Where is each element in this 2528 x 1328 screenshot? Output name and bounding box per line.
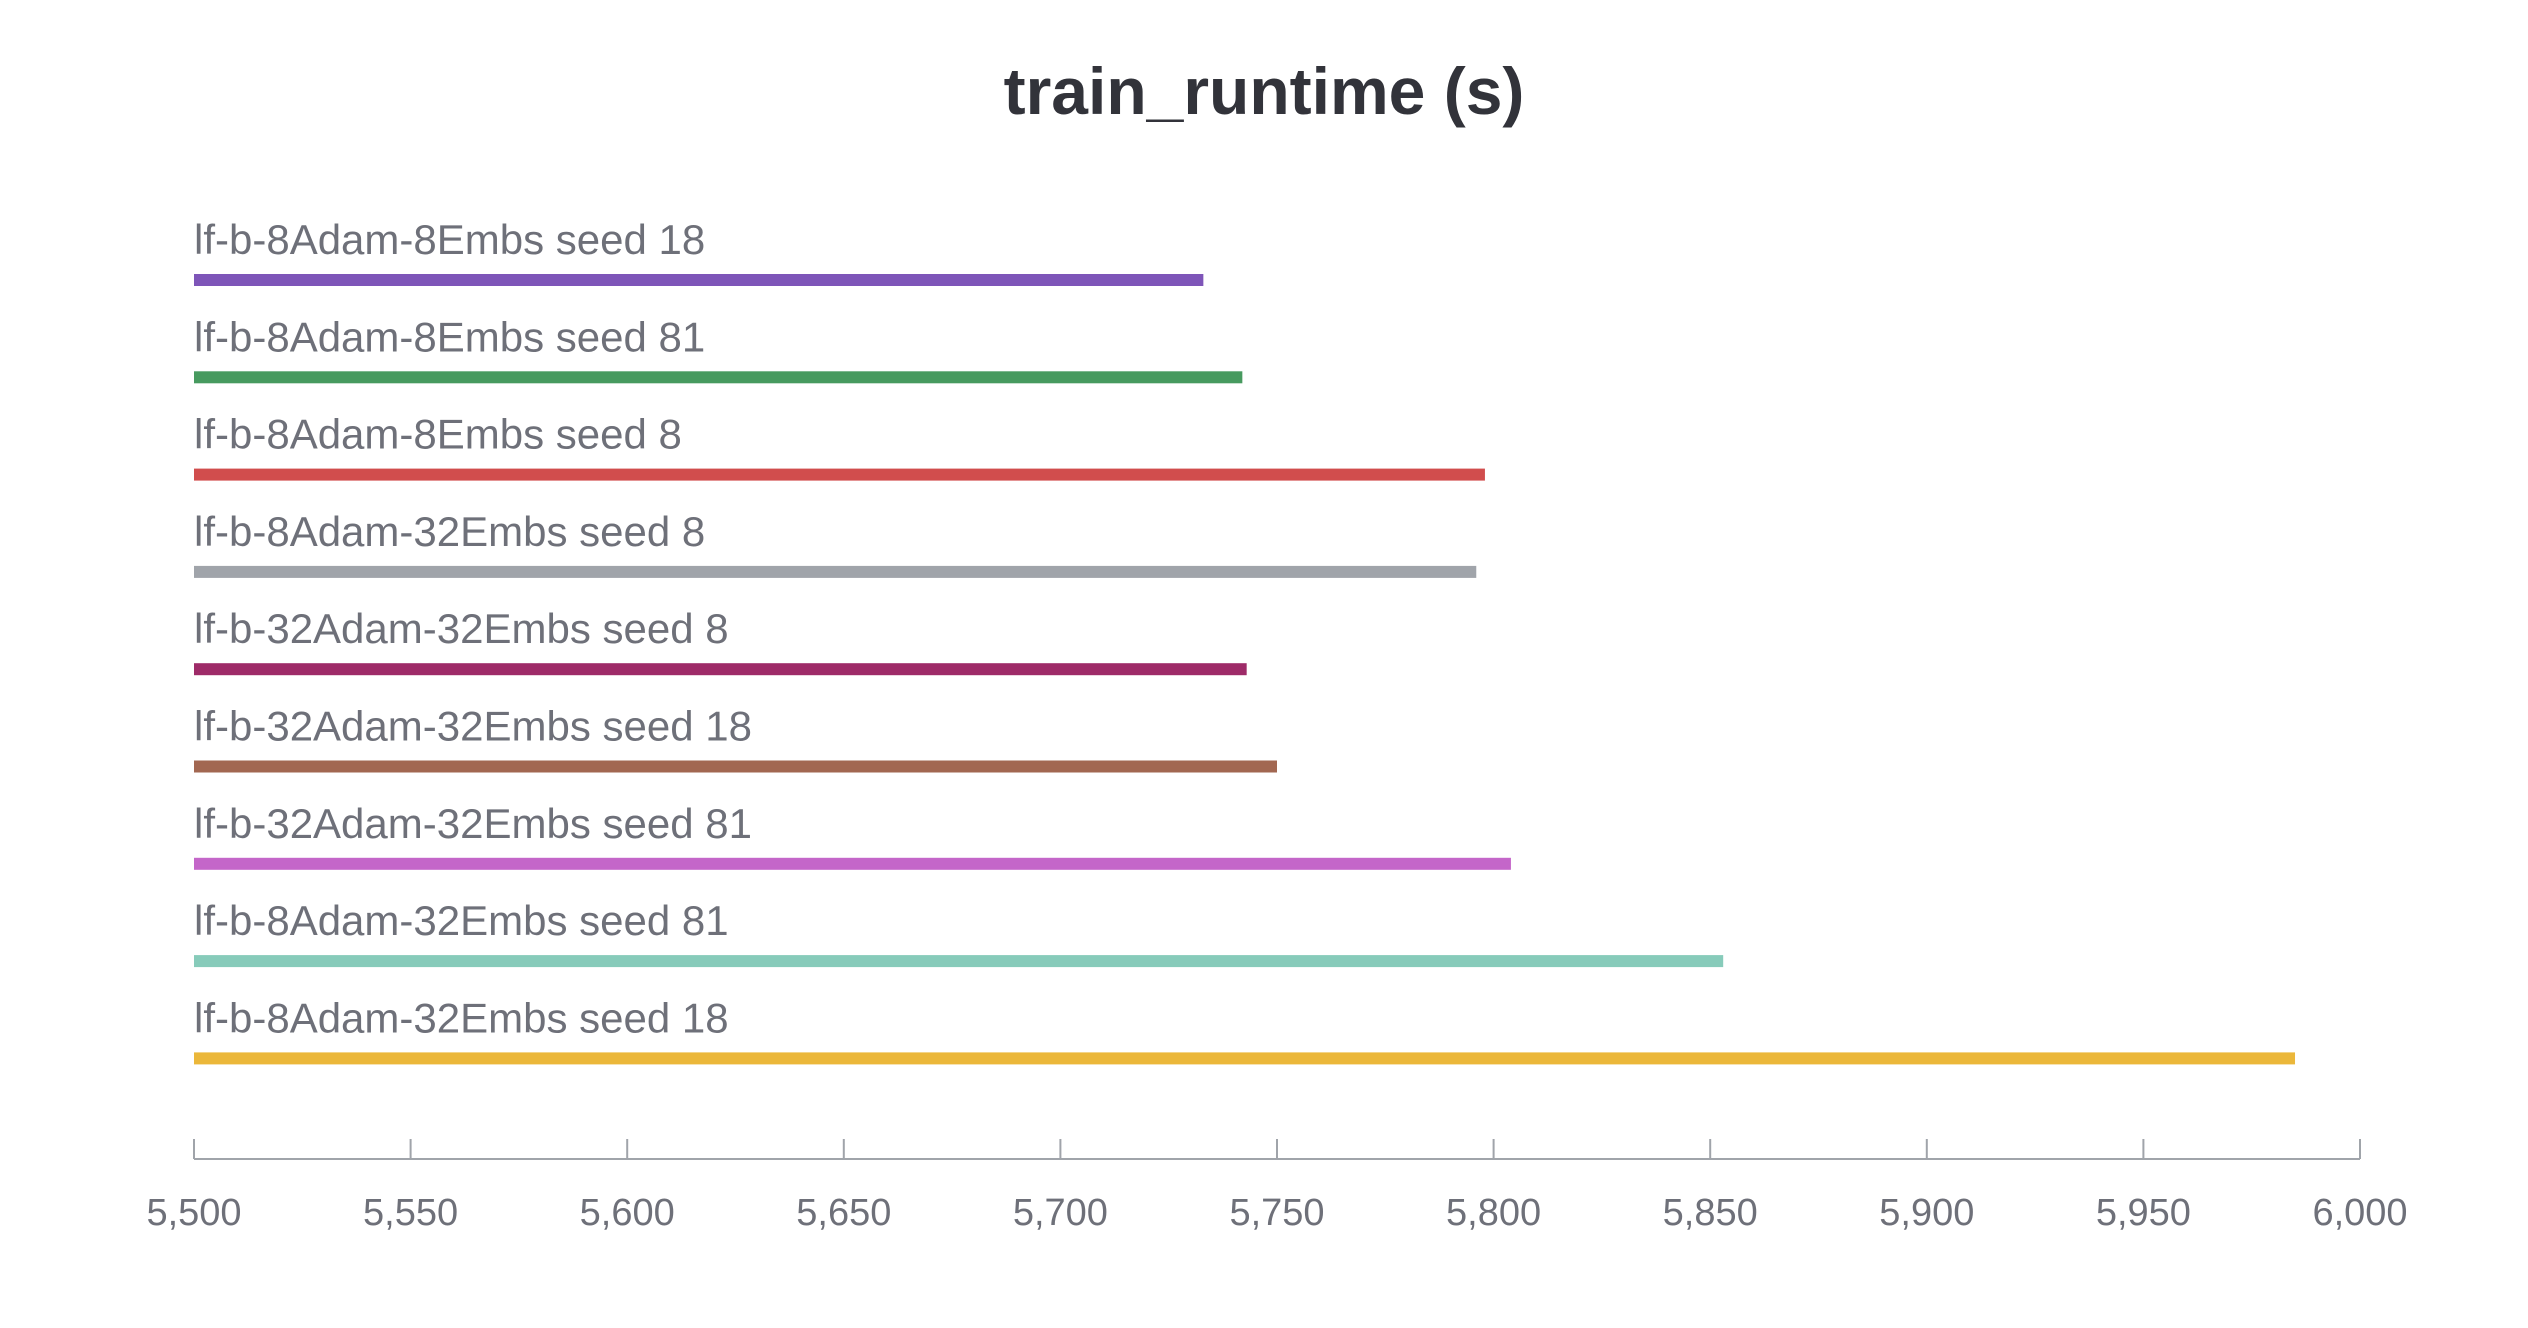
bar-label: lf-b-32Adam-32Embs seed 18 xyxy=(194,703,752,750)
x-tick-label: 5,750 xyxy=(1229,1192,1324,1234)
bar-row: lf-b-8Adam-32Embs seed 81 xyxy=(194,897,1724,968)
x-tick-label: 5,950 xyxy=(2096,1192,2191,1234)
bar-label: lf-b-8Adam-8Embs seed 81 xyxy=(194,313,705,360)
x-tick-label: 5,850 xyxy=(1663,1192,1758,1234)
bar-row: lf-b-8Adam-32Embs seed 18 xyxy=(194,994,2296,1065)
bar-row: lf-b-8Adam-8Embs seed 81 xyxy=(194,313,1243,384)
bars-layer: lf-b-8Adam-8Embs seed 18 lf-b-8Adam-8Embs… xyxy=(194,216,2296,1065)
x-tick-label: 5,700 xyxy=(1013,1192,1108,1234)
x-tick-label: 5,550 xyxy=(363,1192,458,1234)
x-tick-label: 5,800 xyxy=(1446,1192,1541,1234)
bar-row: lf-b-8Adam-8Embs seed 8 xyxy=(194,411,1485,481)
bar[interactable] xyxy=(194,1052,2296,1065)
bar[interactable] xyxy=(194,663,1247,676)
bar-label: lf-b-8Adam-8Embs seed 8 xyxy=(194,411,682,458)
x-axis: 5,500 5,550 5,600 5,650 5,700 5,750 5,800 5,850… xyxy=(146,1139,2408,1234)
bar-label: lf-b-32Adam-32Embs seed 8 xyxy=(194,605,729,652)
bar-row: lf-b-8Adam-8Embs seed 18 xyxy=(194,216,1204,286)
bar-row: lf-b-32Adam-32Embs seed 81 xyxy=(194,800,1511,870)
bar[interactable] xyxy=(194,760,1277,773)
bar[interactable] xyxy=(194,857,1511,870)
bar-row: lf-b-32Adam-32Embs seed 8 xyxy=(194,605,1247,676)
bar[interactable] xyxy=(194,565,1477,578)
bar[interactable] xyxy=(194,468,1485,481)
bar[interactable] xyxy=(194,955,1724,968)
x-tick-label: 6,000 xyxy=(2312,1192,2407,1234)
x-tick-label: 5,500 xyxy=(146,1192,241,1234)
bar-label: lf-b-8Adam-32Embs seed 8 xyxy=(194,508,705,555)
x-tick-label: 5,650 xyxy=(796,1192,891,1234)
bar-row: lf-b-8Adam-32Embs seed 8 xyxy=(194,508,1477,578)
chart-title: train_runtime (s) xyxy=(1003,54,1525,128)
bar-label: lf-b-8Adam-8Embs seed 18 xyxy=(194,216,705,263)
bar[interactable] xyxy=(194,274,1204,286)
bar-row: lf-b-32Adam-32Embs seed 18 xyxy=(194,703,1277,773)
bar-label: lf-b-32Adam-32Embs seed 81 xyxy=(194,800,752,847)
x-tick-label: 5,600 xyxy=(580,1192,675,1234)
bar[interactable] xyxy=(194,371,1243,384)
x-tick-label: 5,900 xyxy=(1879,1192,1974,1234)
bar-label: lf-b-8Adam-32Embs seed 18 xyxy=(194,994,729,1041)
bar-label: lf-b-8Adam-32Embs seed 81 xyxy=(194,897,729,944)
